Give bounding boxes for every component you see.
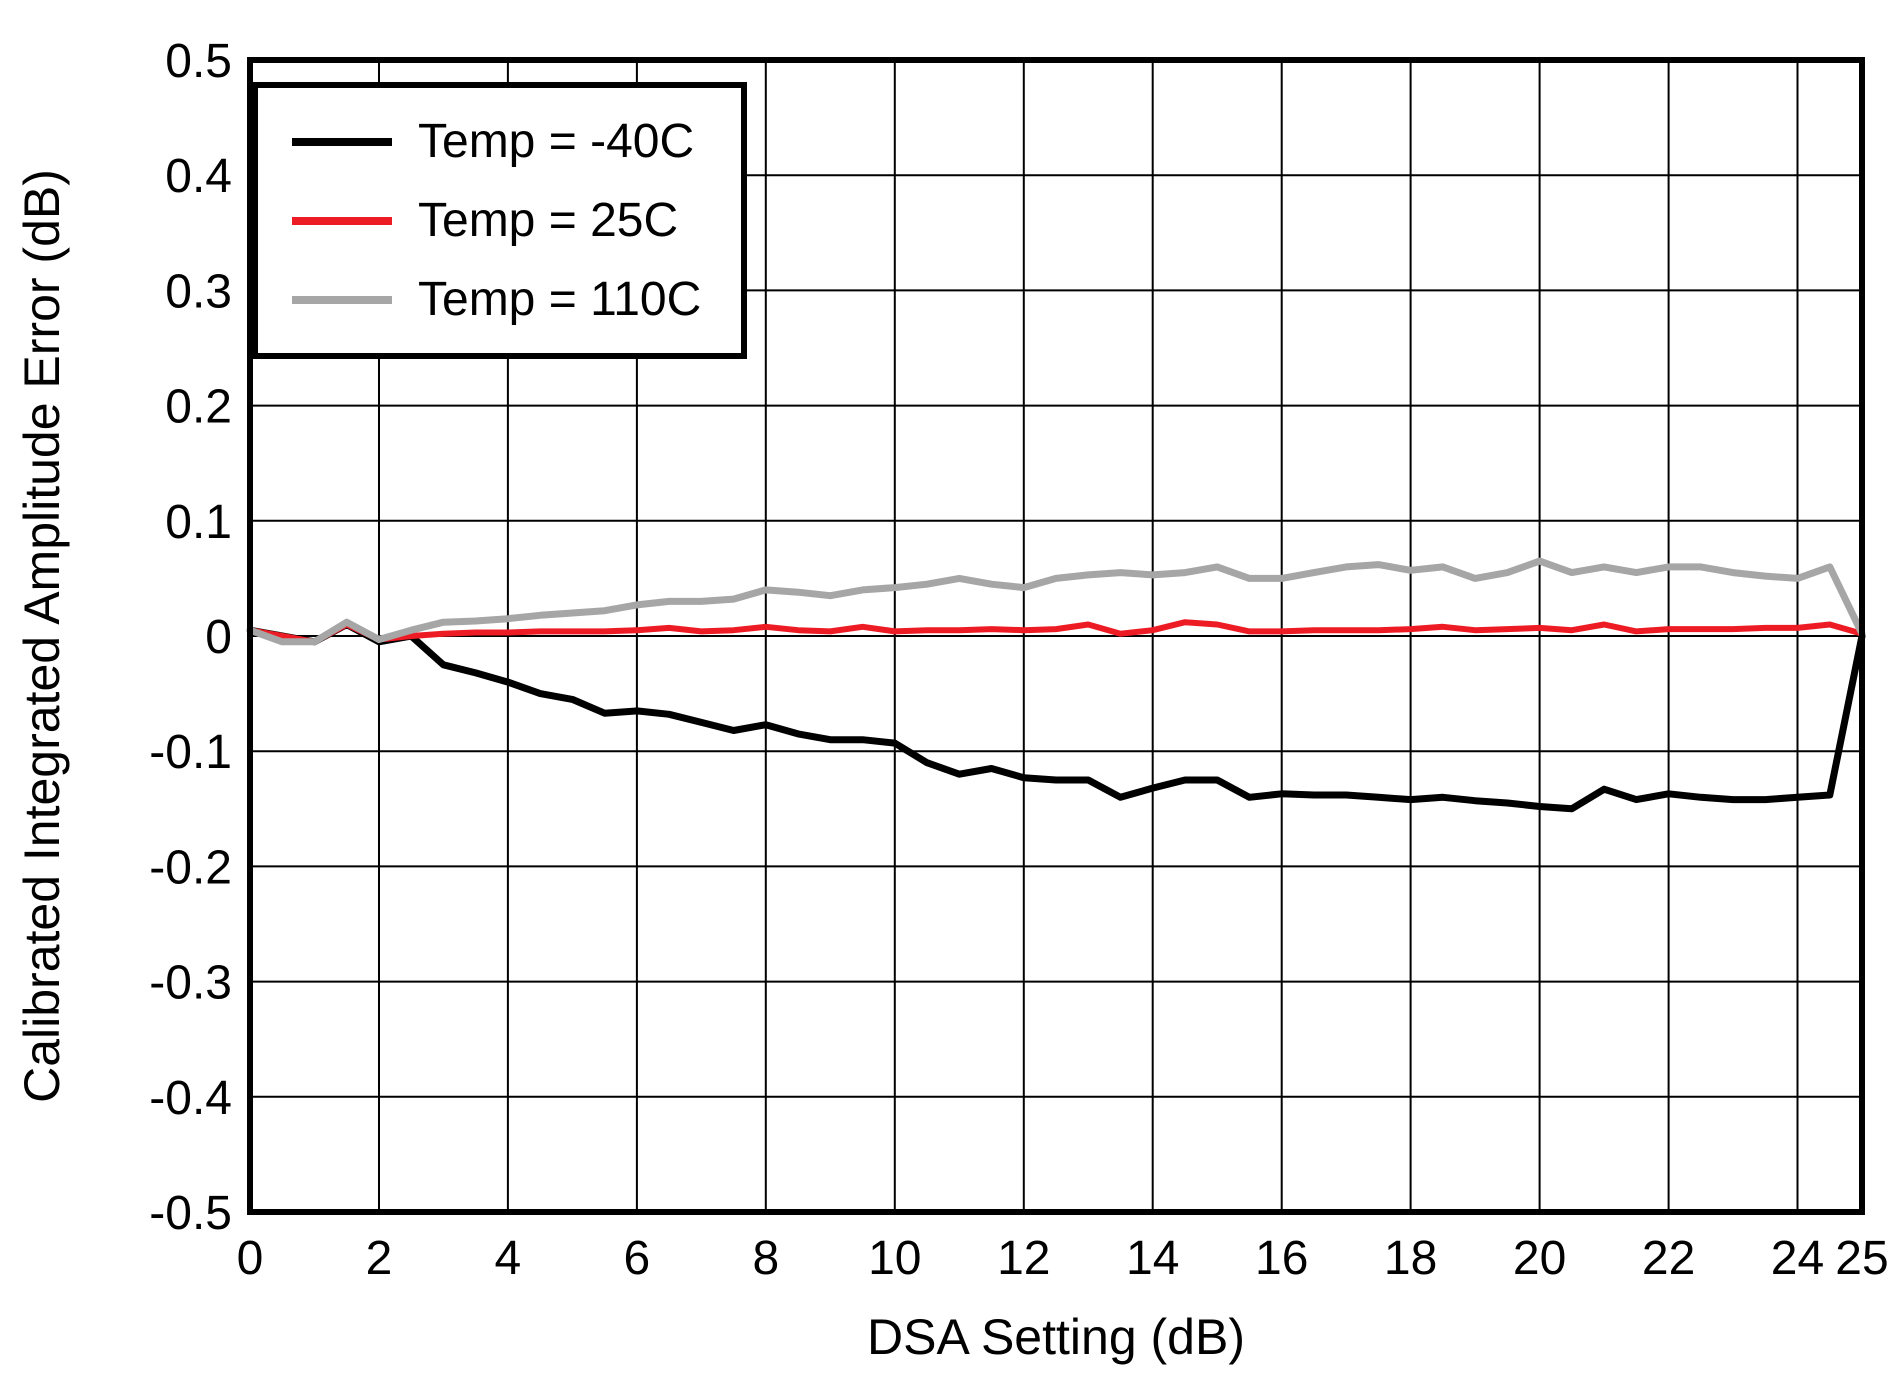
legend-line-swatch-temp-110c [292,295,392,304]
x-tick-label: 24 [1771,1232,1824,1285]
legend-item-temp-25c: Temp = 25C [292,193,701,248]
x-tick-label: 18 [1384,1232,1437,1285]
x-tick-label: 6 [624,1232,651,1285]
y-tick-label: 0.3 [165,265,232,318]
y-tick-label: 0.2 [165,381,232,434]
y-tick-label: -0.3 [149,957,232,1010]
x-tick-label: 10 [868,1232,921,1285]
x-tick-label: 22 [1642,1232,1695,1285]
y-tick-label: 0.5 [165,35,232,88]
x-tick-label: 4 [495,1232,522,1285]
x-tick-label: 0 [237,1232,264,1285]
y-tick-label: 0 [205,611,232,664]
legend-item-temp-minus40c: Temp = -40C [292,114,701,169]
legend: Temp = -40C Temp = 25C Temp = 110C [252,82,748,359]
tick-labels: 0 2 4 6 8 10 12 14 16 18 20 22 24 250.50.40.30.20.10-… [149,35,1888,1285]
series-line-0 [246,621,1866,813]
x-tick-label: 25 [1835,1232,1888,1285]
legend-label: Temp = -40C [418,115,695,168]
plot-frame [247,57,1865,1215]
legend-label: Temp = 25C [418,194,679,247]
x-tick-label: 14 [1126,1232,1179,1285]
y-tick-label: -0.4 [149,1072,232,1125]
x-tick-label: 20 [1513,1232,1566,1285]
y-tick-label: 0.4 [165,150,232,203]
x-tick-label: 2 [366,1232,393,1285]
x-axis-label: DSA Setting (dB) [867,1309,1245,1365]
y-tick-label: -0.1 [149,726,232,779]
y-axis-label: Calibrated Integrated Amplitude Error (d… [14,169,70,1103]
series-line-2 [246,557,1866,646]
y-tick-label: 0.1 [165,496,232,549]
x-tick-label: 12 [997,1232,1050,1285]
legend-item-temp-110c: Temp = 110C [292,272,701,327]
legend-line-swatch-temp-minus40c [292,137,392,146]
y-tick-label: -0.5 [149,1187,232,1240]
x-tick-label: 8 [752,1232,779,1285]
legend-label: Temp = 110C [418,273,702,326]
series-line-1 [247,619,1865,645]
x-tick-label: 16 [1255,1232,1308,1285]
legend-line-swatch-temp-25c [292,216,392,225]
y-tick-label: -0.2 [149,841,232,894]
